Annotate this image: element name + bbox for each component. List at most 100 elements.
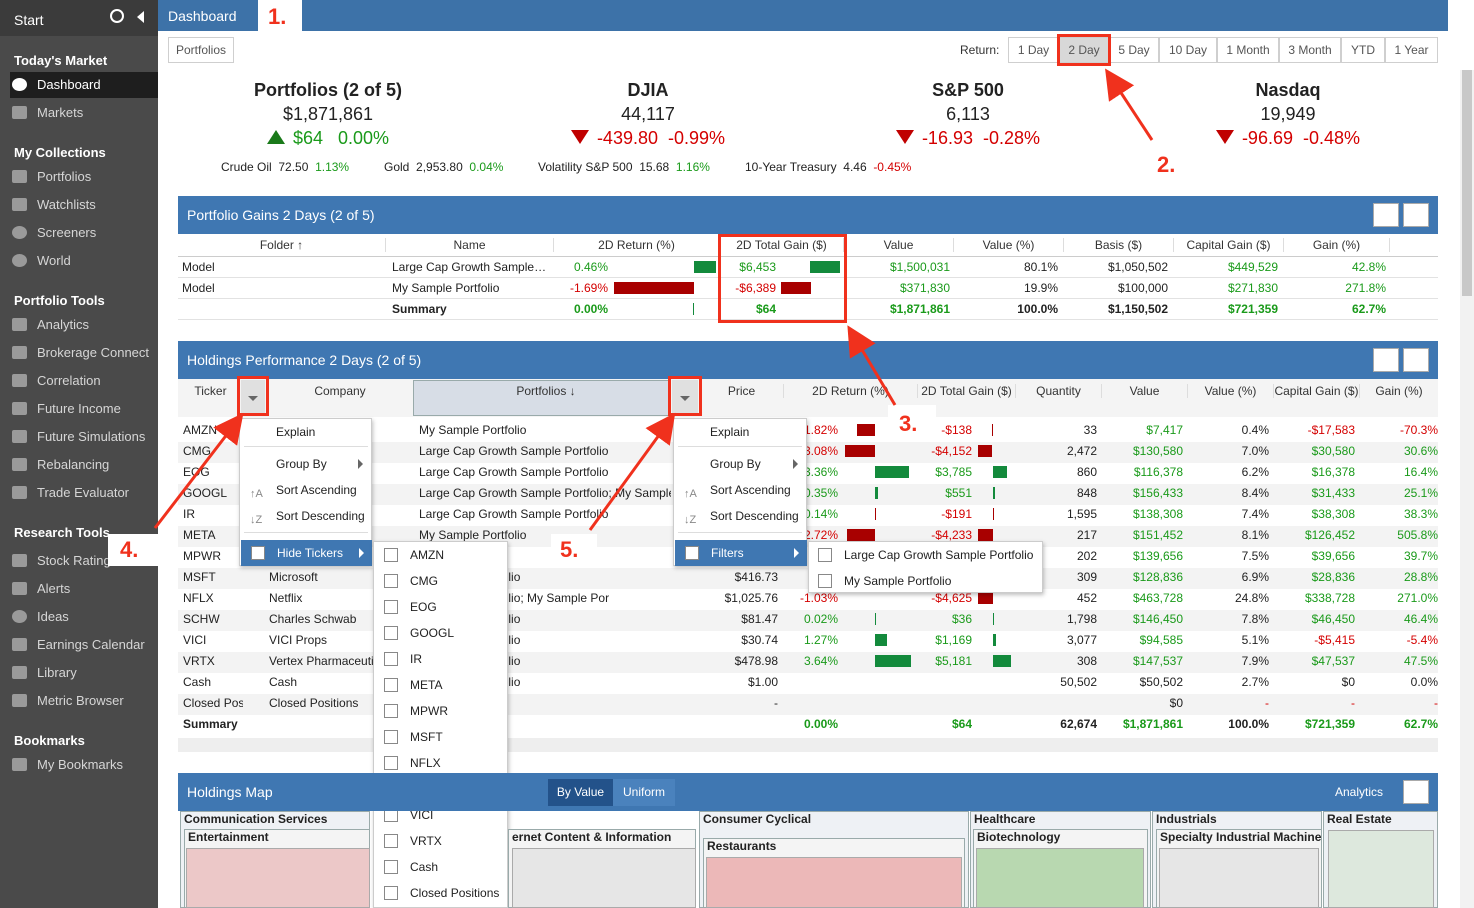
horizontal-scrollbar[interactable] [178,738,1438,752]
menu-sort-descending[interactable]: ↓Z Sort Descending [674,503,806,529]
menu-icon[interactable] [1403,780,1429,804]
tile-internet-content[interactable] [512,848,696,908]
tile-entertainment[interactable] [186,848,370,908]
expand-icon[interactable] [1373,348,1399,372]
return-1-year[interactable]: 1 Year [1385,37,1438,63]
hide-ticker-option[interactable]: EOG [374,594,507,620]
sidebar-item-metric-browser[interactable]: Metric Browser [10,688,158,714]
ticker-cell[interactable]: IR [183,507,195,521]
tile-restaurants[interactable] [706,857,962,908]
sidebar-item-future-simulations[interactable]: Future Simulations [10,424,158,450]
ticker-cell[interactable]: AMZN [183,423,217,437]
col-price[interactable]: Price [700,384,784,398]
col-name[interactable]: Name [386,238,554,252]
ticker-cell[interactable]: CMG [183,444,211,458]
col-gain-pct[interactable]: Gain (%) [1284,238,1390,252]
by-value-toggle[interactable]: By Value [548,779,613,806]
sidebar-item-my-bookmarks[interactable]: My Bookmarks [10,752,158,778]
menu-explain[interactable]: Explain [276,425,316,439]
hide-ticker-option[interactable]: NFLX [374,750,507,776]
col-ticker[interactable]: Ticker [178,384,244,398]
col-hold-2d-gain[interactable]: 2D Total Gain ($) [918,384,1016,398]
sidebar-item-future-income[interactable]: Future Income [10,396,158,422]
sidebar-item-stock-ratings[interactable]: Stock Ratings [10,548,158,574]
menu-sort-ascending[interactable]: ↑A Sort Ascending [674,477,806,503]
hide-ticker-option[interactable]: AMZN [374,542,507,568]
menu-filters[interactable]: Filters [675,540,807,566]
menu-sort-descending[interactable]: ↓Z Sort Descending [240,503,371,529]
sidebar-item-correlation[interactable]: Correlation [10,368,158,394]
sidebar-item-analytics[interactable]: Analytics [10,312,158,338]
ticker-cell[interactable]: EOG [183,465,210,479]
ticker-cell[interactable]: META [183,528,216,542]
col-hold-capital-gain[interactable]: Capital Gain ($) [1274,384,1360,398]
sidebar-item-watchlists[interactable]: Watchlists [10,192,158,218]
return-10-day[interactable]: 10 Day [1159,37,1217,63]
ticker-cell[interactable]: SCHW [183,612,220,626]
ticker-cell[interactable]: Closed Pos… [183,696,243,710]
return-5-day[interactable]: 5 Day [1109,37,1159,63]
hide-ticker-option[interactable]: MPWR [374,698,507,724]
sidebar-item-alerts[interactable]: Alerts [10,576,158,602]
menu-icon[interactable] [1403,203,1429,227]
ticker-cell[interactable]: Summary [183,717,238,731]
sidebar-item-screeners[interactable]: Screeners [10,220,158,246]
col-quantity[interactable]: Quantity [1016,384,1102,398]
return-3-month[interactable]: 3 Month [1279,37,1341,63]
col-basis[interactable]: Basis ($) [1064,238,1174,252]
return-1-day[interactable]: 1 Day [1008,37,1059,63]
ticker-cell[interactable]: GOOGL [183,486,228,500]
page-scrollbar-thumb[interactable] [1462,70,1472,296]
return-2-day[interactable]: 2 Day [1059,37,1109,63]
col-2d-total-gain[interactable]: 2D Total Gain ($) [720,238,844,252]
sidebar-item-trade-evaluator[interactable]: Trade Evaluator [10,480,158,506]
search-icon[interactable] [110,9,124,23]
col-hold-gain-pct[interactable]: Gain (%) [1375,384,1423,398]
menu-group-by[interactable]: Group By [240,451,371,477]
hide-ticker-option[interactable]: Cash [374,854,507,880]
hide-ticker-option[interactable]: META [374,672,507,698]
ticker-cell[interactable]: NFLX [183,591,214,605]
start-label[interactable]: Start [14,12,44,28]
tile-specialty-industrial[interactable] [1159,848,1319,908]
col-value[interactable]: Value [844,238,954,252]
menu-sort-ascending[interactable]: ↑A Sort Ascending [240,477,371,503]
col-hold-value-pct[interactable]: Value (%) [1188,384,1274,398]
dashboard-tab[interactable]: Dashboard [168,8,237,24]
sidebar-item-markets[interactable]: Markets [10,100,158,126]
col-hold-2d-return[interactable]: 2D Return (%) [784,384,918,398]
sidebar-item-ideas[interactable]: Ideas [10,604,158,630]
portfolios-button[interactable]: Portfolios [168,37,234,63]
col-value-pct[interactable]: Value (%) [954,238,1064,252]
ticker-dropdown-button[interactable] [241,380,265,414]
hide-ticker-option[interactable]: CMG [374,568,507,594]
hide-ticker-option[interactable]: MSFT [374,724,507,750]
tile-real-estate[interactable] [1328,830,1434,908]
analytics-link[interactable]: Analytics [1335,785,1384,799]
return-ytd[interactable]: YTD [1341,37,1385,63]
col-folder[interactable]: Folder ↑ [178,238,386,252]
col-2d-return[interactable]: 2D Return (%) [554,238,720,252]
col-capital-gain[interactable]: Capital Gain ($) [1174,238,1284,252]
filter-large-cap-growth[interactable]: Large Cap Growth Sample Portfolio [809,542,1042,568]
sidebar-item-portfolios[interactable]: Portfolios [10,164,158,190]
ticker-cell[interactable]: MSFT [183,570,216,584]
collapse-arrow-icon[interactable] [137,11,144,23]
uniform-toggle[interactable]: Uniform [613,779,675,806]
return-1-month[interactable]: 1 Month [1217,37,1279,63]
col-portfolios[interactable]: Portfolios ↓ [516,384,576,398]
tile-biotechnology[interactable] [976,848,1144,908]
sidebar-item-library[interactable]: Library [10,660,158,686]
menu-group-by[interactable]: Group By [674,451,806,477]
filter-my-sample[interactable]: My Sample Portfolio [809,568,1042,594]
sidebar-item-brokerage-connect[interactable]: Brokerage Connect [10,340,158,366]
portfolios-dropdown-button[interactable] [672,380,698,414]
expand-icon[interactable] [1373,203,1399,227]
hide-ticker-option[interactable]: GOOGL [374,620,507,646]
col-company[interactable]: Company [314,384,366,398]
hide-ticker-option[interactable]: Closed Positions [374,880,507,906]
ticker-cell[interactable]: VRTX [183,654,215,668]
hide-ticker-option[interactable]: VRTX [374,828,507,854]
col-hold-value[interactable]: Value [1102,384,1188,398]
ticker-cell[interactable]: MPWR [183,549,221,563]
